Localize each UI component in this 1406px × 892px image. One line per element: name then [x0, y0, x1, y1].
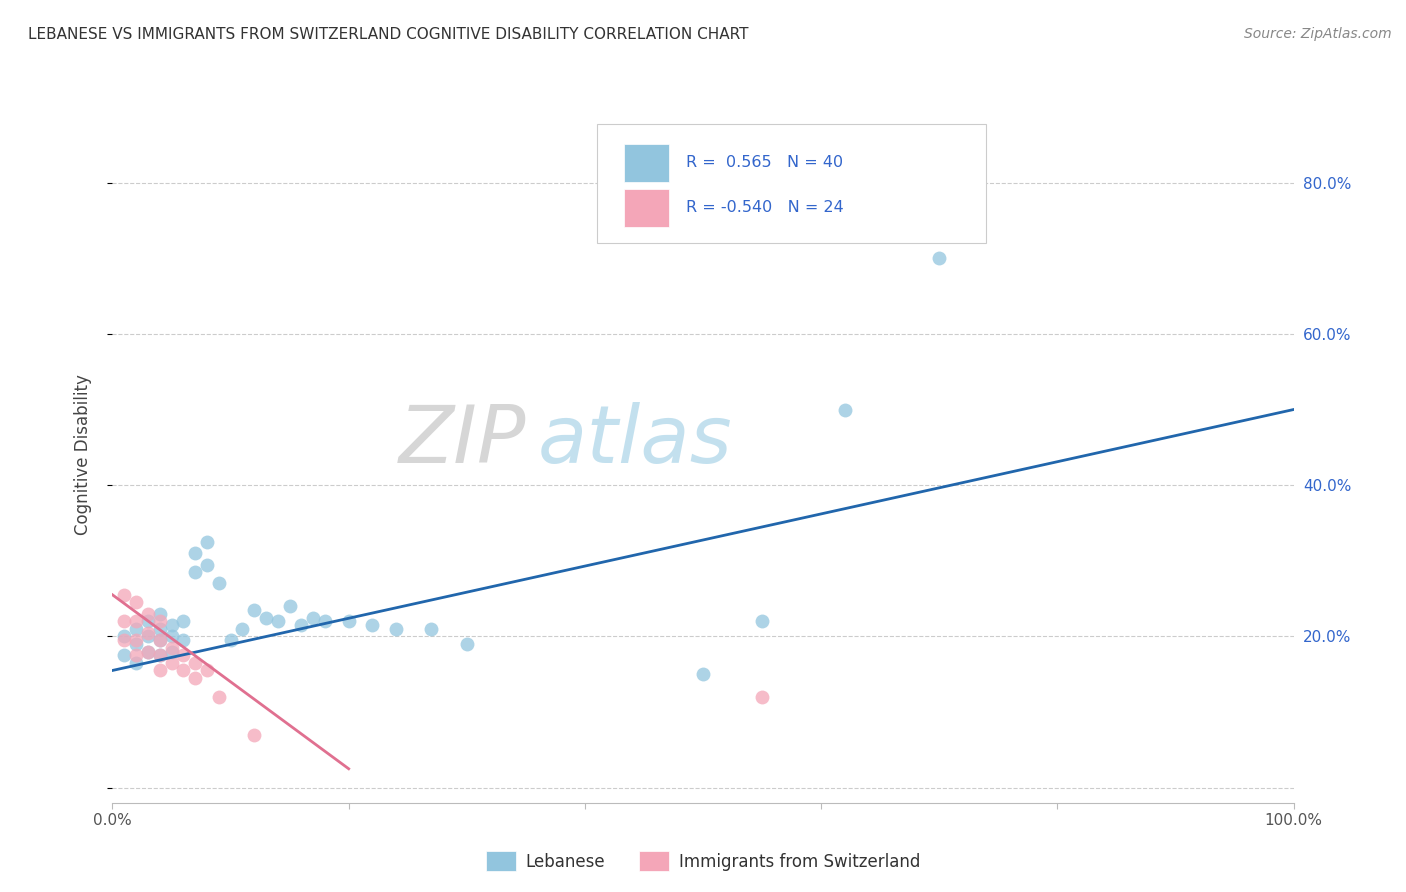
Point	[160, 618, 183, 632]
Text: Source: ZipAtlas.com: Source: ZipAtlas.com	[1244, 27, 1392, 41]
Point	[149, 633, 172, 648]
Point	[420, 622, 443, 636]
Point	[136, 644, 159, 658]
Point	[149, 648, 172, 663]
Point	[125, 648, 148, 663]
Point	[112, 633, 135, 648]
Point	[112, 588, 135, 602]
Point	[208, 690, 231, 704]
Point	[184, 656, 207, 670]
Point	[136, 644, 159, 658]
FancyBboxPatch shape	[624, 144, 669, 182]
Point	[112, 615, 135, 629]
Point	[361, 618, 384, 632]
Point	[136, 615, 159, 629]
Point	[243, 603, 266, 617]
Point	[456, 637, 478, 651]
Text: atlas: atlas	[537, 402, 733, 480]
Point	[243, 728, 266, 742]
Point	[278, 599, 301, 614]
Point	[195, 664, 218, 678]
Point	[136, 607, 159, 621]
Point	[125, 615, 148, 629]
Point	[160, 644, 183, 658]
Point	[172, 615, 194, 629]
Point	[195, 558, 218, 572]
Point	[136, 625, 159, 640]
Point	[184, 546, 207, 560]
Point	[149, 615, 172, 629]
Y-axis label: Cognitive Disability: Cognitive Disability	[73, 375, 91, 535]
Point	[136, 629, 159, 643]
Point	[208, 576, 231, 591]
Point	[928, 252, 950, 266]
Point	[149, 622, 172, 636]
Point	[219, 633, 242, 648]
Text: R =  0.565   N = 40: R = 0.565 N = 40	[686, 155, 844, 170]
FancyBboxPatch shape	[596, 124, 987, 243]
Point	[172, 664, 194, 678]
Point	[751, 690, 773, 704]
Point	[184, 671, 207, 685]
Point	[160, 629, 183, 643]
Point	[125, 656, 148, 670]
Point	[172, 648, 194, 663]
Point	[751, 615, 773, 629]
Point	[834, 402, 856, 417]
Point	[290, 618, 312, 632]
Point	[314, 615, 336, 629]
Point	[195, 534, 218, 549]
Text: ZIP: ZIP	[398, 402, 526, 480]
Point	[172, 633, 194, 648]
Point	[337, 615, 360, 629]
Point	[149, 633, 172, 648]
Point	[160, 640, 183, 655]
Text: R = -0.540   N = 24: R = -0.540 N = 24	[686, 201, 844, 216]
Point	[184, 565, 207, 579]
Point	[254, 610, 277, 624]
Point	[149, 664, 172, 678]
Point	[149, 648, 172, 663]
Point	[231, 622, 253, 636]
Point	[125, 633, 148, 648]
Point	[112, 629, 135, 643]
Point	[302, 610, 325, 624]
Point	[125, 595, 148, 609]
Point	[692, 667, 714, 681]
Point	[125, 622, 148, 636]
Point	[125, 637, 148, 651]
Text: LEBANESE VS IMMIGRANTS FROM SWITZERLAND COGNITIVE DISABILITY CORRELATION CHART: LEBANESE VS IMMIGRANTS FROM SWITZERLAND …	[28, 27, 748, 42]
Legend: Lebanese, Immigrants from Switzerland: Lebanese, Immigrants from Switzerland	[479, 845, 927, 878]
Point	[160, 656, 183, 670]
Point	[112, 648, 135, 663]
Point	[267, 615, 290, 629]
FancyBboxPatch shape	[624, 189, 669, 227]
Point	[149, 607, 172, 621]
Point	[385, 622, 408, 636]
